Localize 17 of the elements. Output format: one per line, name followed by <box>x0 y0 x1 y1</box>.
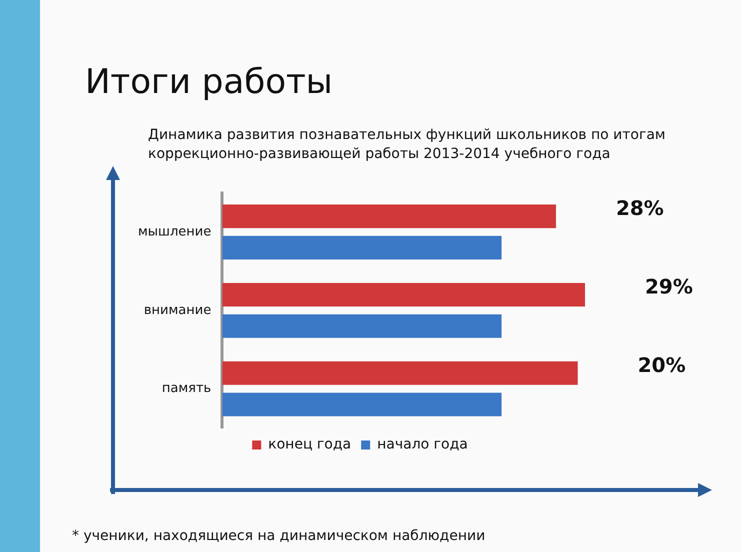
legend-label: начало года <box>377 436 468 453</box>
text: 29% <box>645 274 693 299</box>
chart-title: Итоги работы <box>85 62 333 102</box>
chart-subtitle: Динамика развития познавательных функций школьников по итогам коррекционно-развивающей работы 2013-2014 учебного года <box>148 126 666 164</box>
text: * ученики, находящиеся на динамическом наблюдении <box>72 528 486 544</box>
text: 28% <box>616 196 664 220</box>
bar <box>222 204 556 228</box>
bar <box>222 282 585 306</box>
legend-label: конец года <box>268 436 352 453</box>
bar <box>222 314 502 338</box>
bar <box>222 361 578 385</box>
y-tick-label: мышление <box>138 224 212 240</box>
text: 20% <box>638 353 686 378</box>
bar <box>222 236 502 260</box>
y-tick-label: внимание <box>144 302 212 318</box>
bar <box>222 392 502 416</box>
y-tick-label: память <box>162 381 212 396</box>
